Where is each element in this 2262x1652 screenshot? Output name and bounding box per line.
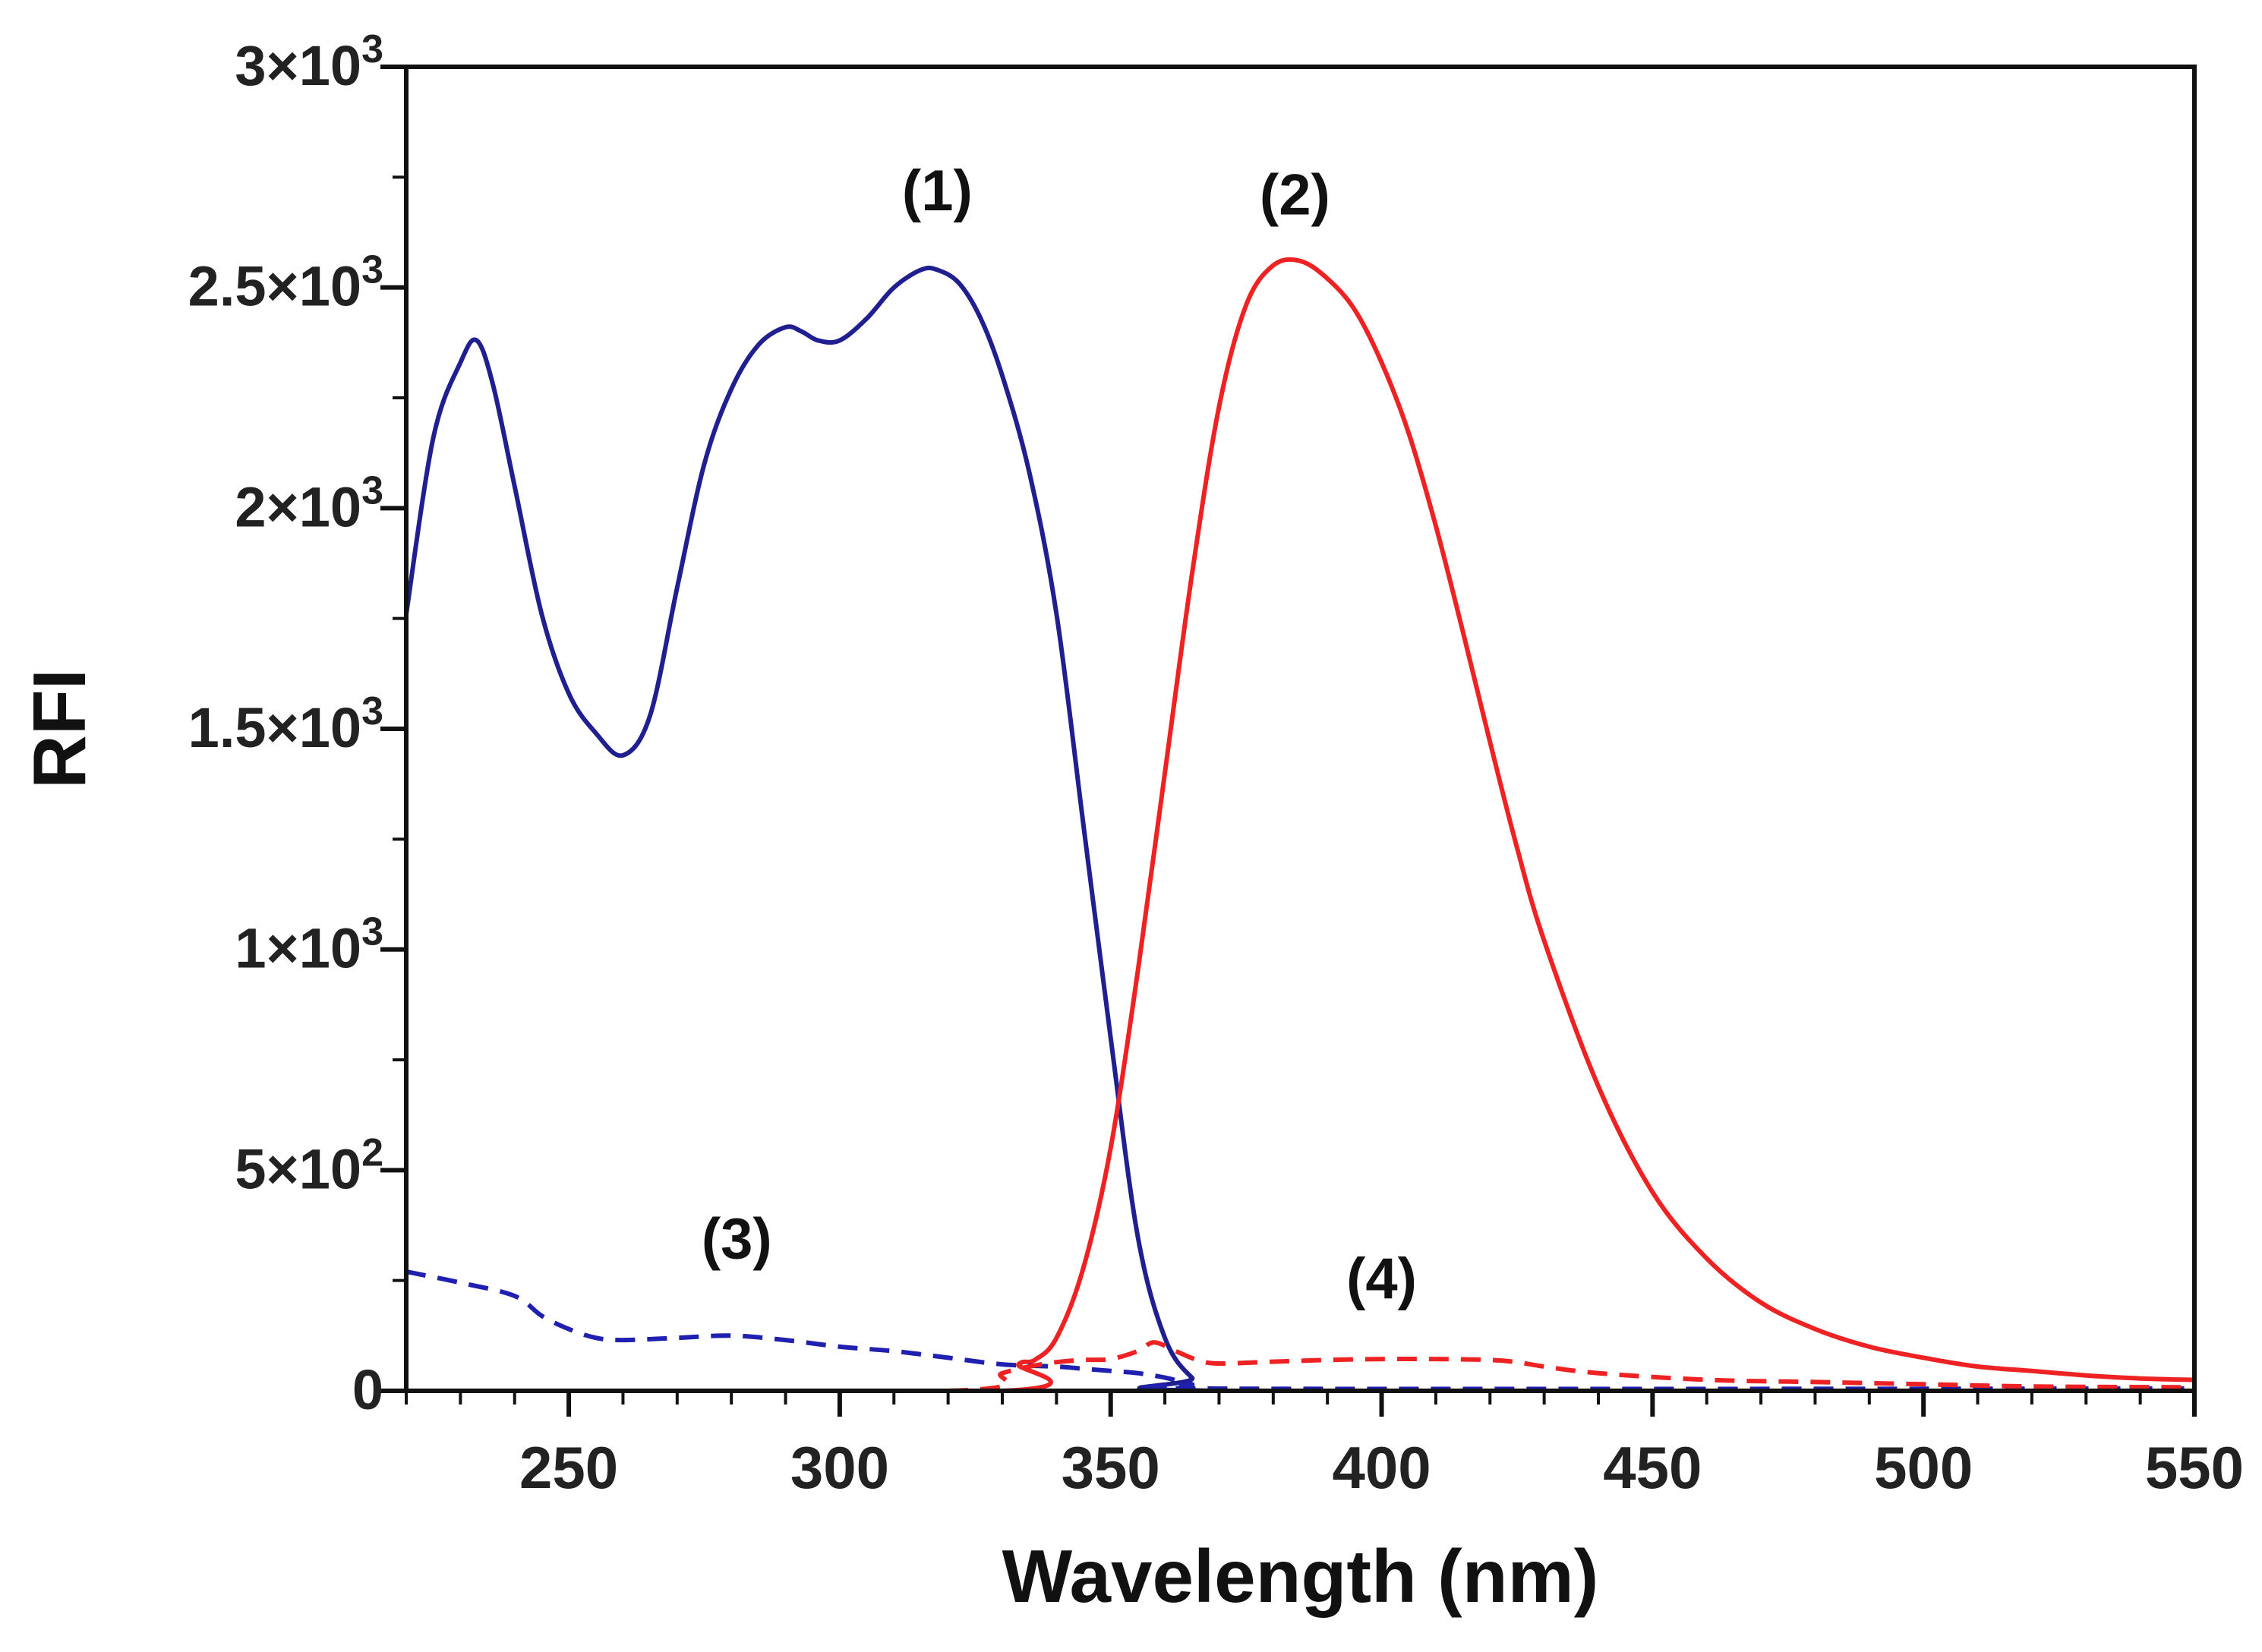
series-line-2 [406,257,2194,1391]
y-tick-label: 2.5×103 [188,248,383,318]
x-tick-label: 550 [2145,1434,2244,1501]
y-axis-title: RFI [17,669,101,789]
x-axis-title: Wavelength (nm) [1002,1534,1599,1618]
x-tick-label: 450 [1603,1434,1702,1501]
series-layer [406,257,2194,1391]
x-tick-label: 300 [790,1434,889,1501]
series-line-4 [406,1340,2194,1391]
y-tick-label: 3×103 [235,27,383,97]
curve-annotation: (2) [1260,163,1330,228]
y-axis: 0 5×102 1×103 1.5×103 2×103 2.5×103 3×103 [188,27,406,1421]
plot-frame [404,65,2197,1393]
annotation-layer: (1) (2) (3) (4) [702,159,1417,1311]
y-tick-label: 5×102 [235,1130,383,1200]
y-tick-label: 1×103 [235,910,383,980]
y-tick-label: 0 [352,1358,383,1421]
series-line-3 [406,1269,2194,1391]
x-tick-label: 400 [1332,1434,1431,1501]
x-tick-label: 500 [1874,1434,1973,1501]
y-tick-label: 1.5×103 [188,689,383,759]
series-line-1 [406,265,2194,1391]
y-tick-label: 2×103 [235,468,383,538]
x-axis: 250 300 350 400 450 500 550 [405,1391,2244,1501]
curve-annotation: (4) [1346,1247,1417,1311]
x-tick-label: 250 [519,1434,618,1501]
curve-annotation: (1) [902,159,973,223]
curve-annotation: (3) [702,1207,772,1272]
x-tick-label: 350 [1062,1434,1160,1501]
